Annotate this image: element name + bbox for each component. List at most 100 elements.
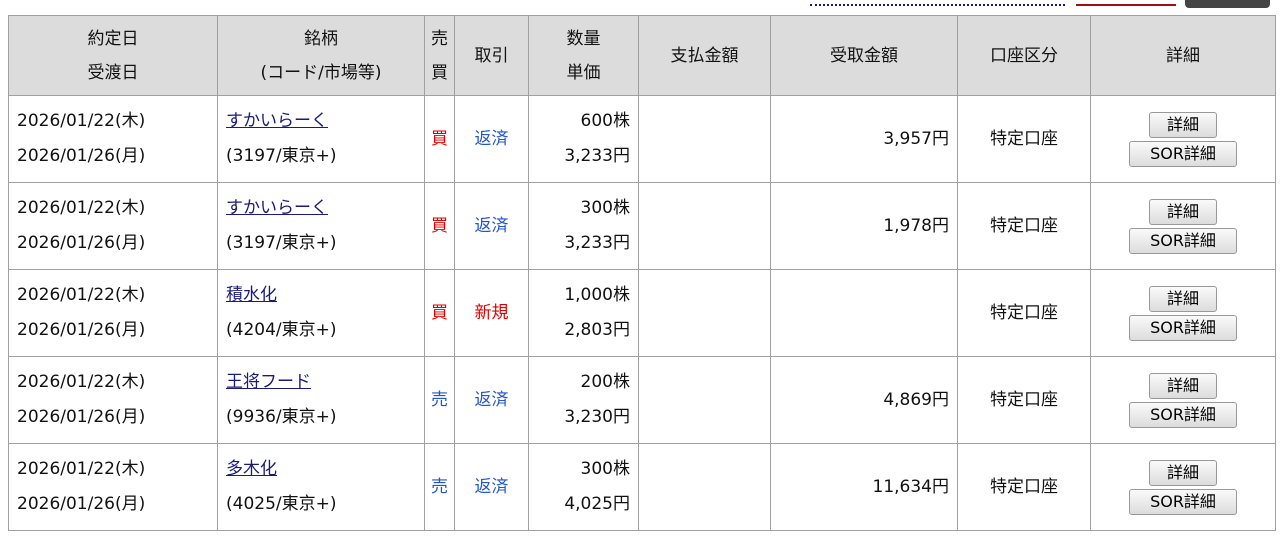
settle-date: 2026/01/26(月) (17, 146, 146, 166)
stock-code: (4204/東京+) (226, 320, 337, 340)
trade-type-cell: 返済 (454, 95, 529, 183)
header-qty-price: 数量 単価 (528, 15, 639, 96)
receive-amount-cell: 1,978円 (770, 182, 958, 270)
stock-code: (4025/東京+) (226, 494, 337, 514)
account-type-cell: 特定口座 (957, 182, 1091, 270)
print-button[interactable] (1185, 0, 1270, 8)
detail-button[interactable]: 詳細 (1149, 285, 1217, 312)
header-pay: 支払金額 (638, 15, 771, 96)
detail-button[interactable]: 詳細 (1149, 372, 1217, 399)
qty-price-cell: 300株 4,025円 (528, 443, 639, 531)
table-header: 約定日 受渡日 銘柄 (コード/市場等) 売買 取引 数量 単価 支払金額 受取金額 … (8, 15, 1276, 96)
header-dates: 約定日 受渡日 (8, 15, 218, 96)
quantity: 600株 (580, 111, 630, 131)
dates-cell: 2026/01/22(木) 2026/01/26(月) (8, 269, 218, 357)
stock-name-link[interactable]: 積水化 (226, 285, 277, 305)
side-cell: 売 (424, 443, 455, 531)
next-link[interactable] (1076, 0, 1176, 6)
pay-amount-cell (638, 182, 771, 270)
header-settle-date: 受渡日 (87, 62, 139, 83)
receive-amount-cell: 11,634円 (770, 443, 958, 531)
settle-date: 2026/01/26(月) (17, 320, 146, 340)
header-account: 口座区分 (957, 15, 1091, 96)
detail-button[interactable]: 詳細 (1149, 198, 1217, 225)
qty-price-cell: 1,000株 2,803円 (528, 269, 639, 357)
header-sell: 売 (431, 28, 448, 49)
header-name-label: 銘柄 (304, 28, 338, 49)
receive-amount-cell: 3,957円 (770, 95, 958, 183)
quantity: 300株 (580, 198, 630, 218)
stock-name-link[interactable]: 多木化 (226, 459, 277, 479)
trade-history-table: 約定日 受渡日 銘柄 (コード/市場等) 売買 取引 数量 単価 支払金額 受取金額 … (8, 15, 1276, 531)
pay-amount-cell (638, 356, 771, 444)
header-price: 単価 (566, 62, 601, 83)
trade-date: 2026/01/22(木) (17, 198, 146, 218)
header-qty: 数量 (566, 28, 601, 49)
stock-cell: 多木化 (4025/東京+) (217, 443, 425, 531)
stock-code: (3197/東京+) (226, 146, 337, 166)
table-row: 2026/01/22(木) 2026/01/26(月) 多木化 (4025/東京+)… (8, 443, 1276, 531)
qty-price-cell: 200株 3,230円 (528, 356, 639, 444)
pay-amount-cell (638, 95, 771, 183)
stock-code: (3197/東京+) (226, 233, 337, 253)
header-side: 売買 (424, 15, 455, 96)
table-row: 2026/01/22(木) 2026/01/26(月) すかいらーく (3197/東… (8, 182, 1276, 270)
page-links[interactable] (810, 0, 1065, 6)
sor-detail-button[interactable]: SOR詳細 (1129, 401, 1237, 428)
table-row: 2026/01/22(木) 2026/01/26(月) 積水化 (4204/東京+)… (8, 269, 1276, 357)
header-buy: 買 (431, 62, 448, 83)
sor-detail-button[interactable]: SOR詳細 (1129, 140, 1237, 167)
stock-cell: すかいらーく (3197/東京+) (217, 182, 425, 270)
trade-date: 2026/01/22(木) (17, 459, 146, 479)
unit-price: 3,233円 (564, 233, 630, 253)
dates-cell: 2026/01/22(木) 2026/01/26(月) (8, 356, 218, 444)
stock-cell: 積水化 (4204/東京+) (217, 269, 425, 357)
account-type-cell: 特定口座 (957, 269, 1091, 357)
qty-price-cell: 600株 3,233円 (528, 95, 639, 183)
stock-code: (9936/東京+) (226, 407, 337, 427)
detail-cell: 詳細 SOR詳細 (1090, 443, 1276, 531)
sor-detail-button[interactable]: SOR詳細 (1129, 488, 1237, 515)
table-row: 2026/01/22(木) 2026/01/26(月) 王将フード (9936/東京… (8, 356, 1276, 444)
dates-cell: 2026/01/22(木) 2026/01/26(月) (8, 182, 218, 270)
trade-date: 2026/01/22(木) (17, 285, 146, 305)
qty-price-cell: 300株 3,233円 (528, 182, 639, 270)
sor-detail-button[interactable]: SOR詳細 (1129, 227, 1237, 254)
trade-type-cell: 新規 (454, 269, 529, 357)
receive-amount-cell (770, 269, 958, 357)
trade-type-cell: 返済 (454, 443, 529, 531)
quantity: 200株 (580, 372, 630, 392)
stock-cell: すかいらーく (3197/東京+) (217, 95, 425, 183)
detail-cell: 詳細 SOR詳細 (1090, 95, 1276, 183)
trade-type-cell: 返済 (454, 356, 529, 444)
account-type-cell: 特定口座 (957, 443, 1091, 531)
settle-date: 2026/01/26(月) (17, 494, 146, 514)
pay-amount-cell (638, 443, 771, 531)
quantity: 300株 (580, 459, 630, 479)
detail-cell: 詳細 SOR詳細 (1090, 269, 1276, 357)
dates-cell: 2026/01/22(木) 2026/01/26(月) (8, 95, 218, 183)
header-code-label: (コード/市場等) (260, 62, 382, 83)
trade-date: 2026/01/22(木) (17, 111, 146, 131)
sor-detail-button[interactable]: SOR詳細 (1129, 314, 1237, 341)
header-name: 銘柄 (コード/市場等) (217, 15, 425, 96)
detail-button[interactable]: 詳細 (1149, 111, 1217, 138)
detail-button[interactable]: 詳細 (1149, 459, 1217, 486)
unit-price: 4,025円 (564, 494, 630, 514)
unit-price: 3,233円 (564, 146, 630, 166)
side-cell: 買 (424, 269, 455, 357)
stock-name-link[interactable]: 王将フード (226, 372, 311, 392)
detail-cell: 詳細 SOR詳細 (1090, 182, 1276, 270)
header-trade-date: 約定日 (87, 28, 139, 49)
trade-date: 2026/01/22(木) (17, 372, 146, 392)
side-cell: 買 (424, 95, 455, 183)
header-detail: 詳細 (1090, 15, 1276, 96)
stock-name-link[interactable]: すかいらーく (226, 198, 328, 218)
receive-amount-cell: 4,869円 (770, 356, 958, 444)
stock-name-link[interactable]: すかいらーく (226, 111, 328, 131)
header-receive: 受取金額 (770, 15, 958, 96)
top-pagination-strip (0, 0, 1280, 12)
settle-date: 2026/01/26(月) (17, 233, 146, 253)
stock-cell: 王将フード (9936/東京+) (217, 356, 425, 444)
side-cell: 買 (424, 182, 455, 270)
